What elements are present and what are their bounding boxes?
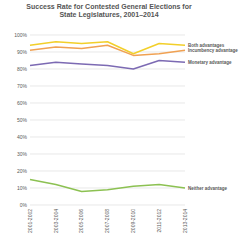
y-tick-label: 30% <box>17 151 28 157</box>
y-tick-label: 0% <box>20 202 28 208</box>
y-tick-label: 40% <box>17 134 28 140</box>
grid-line <box>30 171 185 172</box>
grid-line <box>30 52 185 53</box>
x-tick-label: 2013-2014 <box>182 209 188 233</box>
x-tick-label: 2005-2006 <box>78 209 84 233</box>
grid-line <box>30 188 185 189</box>
grid-line <box>30 69 185 70</box>
y-tick-label: 100% <box>14 32 27 38</box>
x-tick-label: 2003-2004 <box>53 209 59 233</box>
x-tick-label: 2007-2008 <box>104 209 110 233</box>
legend-label: Monetary advantage <box>188 60 232 65</box>
legend-label: Incumbency advantage <box>188 48 238 53</box>
x-tick-label: 2001-2002 <box>27 209 33 233</box>
grid-line <box>30 154 185 155</box>
y-tick-label: 20% <box>17 168 28 174</box>
plot-lines <box>30 42 185 192</box>
y-tick-label: 50% <box>17 117 28 123</box>
grid-line <box>30 137 185 138</box>
grid-line <box>30 35 185 36</box>
y-tick-label: 70% <box>17 83 28 89</box>
series-line <box>30 180 185 192</box>
series-line <box>30 61 185 70</box>
grid-line <box>30 120 185 121</box>
y-tick-label: 80% <box>17 66 28 72</box>
y-tick-label: 10% <box>17 185 28 191</box>
grid-line <box>30 205 185 206</box>
x-tick-label: 2011-2012 <box>156 209 162 233</box>
series-line <box>30 45 185 55</box>
y-tick-label: 60% <box>17 100 28 106</box>
legend-label: Neither advantage <box>188 186 228 191</box>
chart: 0% 10% 20% 30% 40% 50% 60% 70% 80% 90% 100% 2001-20… <box>0 0 240 240</box>
y-tick-label: 90% <box>17 49 28 55</box>
x-tick-label: 2009-2010 <box>130 209 136 233</box>
grid-line <box>30 86 185 87</box>
chart-title: Success Rate for Contested General Elect… <box>24 3 194 19</box>
grid-line <box>30 103 185 104</box>
